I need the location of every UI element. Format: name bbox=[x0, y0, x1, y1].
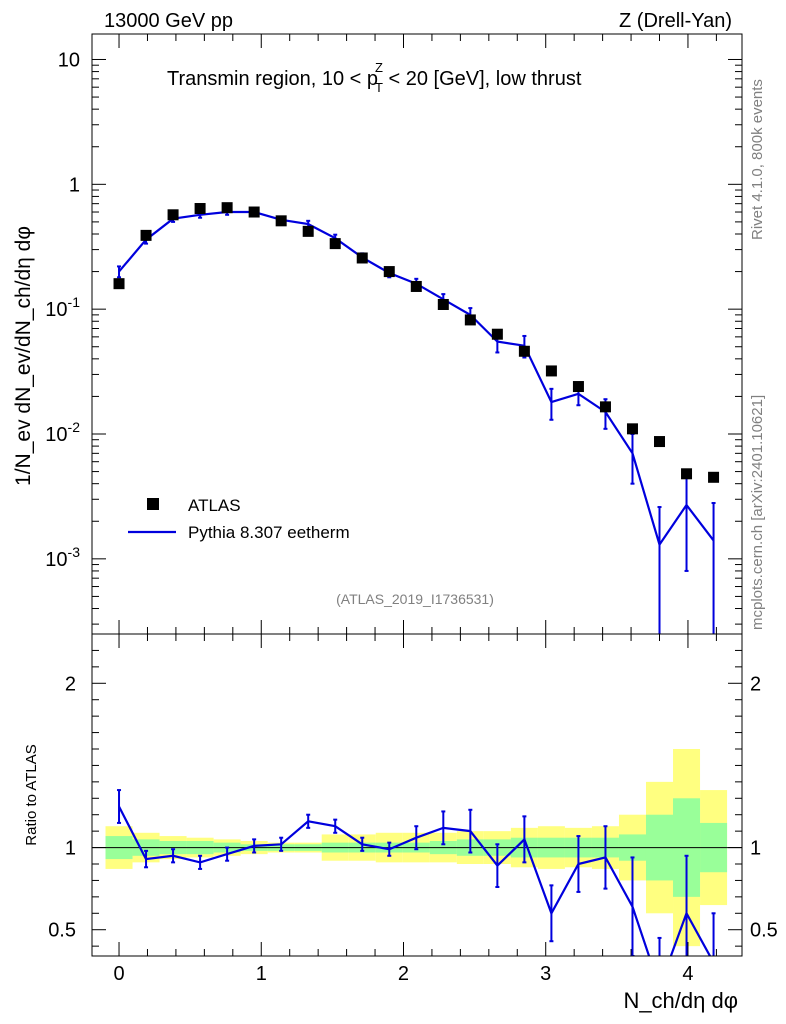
panel-title: Transmin region, 10 < pZ T < 20 [GeV], lo… bbox=[167, 60, 582, 95]
atlas-point bbox=[654, 436, 666, 448]
atlas-point bbox=[491, 328, 503, 340]
top-y-axis-label: 1/N_ev dN_ev/dN_ch/dη dφ bbox=[12, 226, 35, 486]
top-axis-ticks bbox=[92, 34, 742, 634]
atlas-point bbox=[410, 280, 422, 292]
top-frame bbox=[91, 33, 743, 635]
mc-line bbox=[118, 210, 715, 548]
panel-title-main: Transmin region, 10 < p bbox=[167, 68, 378, 90]
ratio-ytick-1: 1 bbox=[65, 838, 76, 860]
atlas-point bbox=[221, 202, 233, 214]
top-ytick-base: 10 bbox=[45, 549, 67, 571]
mc-series bbox=[117, 208, 716, 634]
process-label: Z (Drell-Yan) bbox=[619, 10, 732, 32]
atlas-point bbox=[572, 381, 584, 393]
xtick-1: 1 bbox=[256, 963, 267, 985]
legend-pythia-label: Pythia 8.307 eetherm bbox=[188, 523, 350, 542]
top-ytick-exp: -3 bbox=[68, 544, 81, 560]
atlas-point bbox=[383, 266, 395, 278]
atlas-point bbox=[194, 203, 206, 215]
atlas-point bbox=[302, 225, 314, 237]
top-ytick-label: 10 bbox=[58, 49, 80, 71]
ratio-mc-series bbox=[117, 789, 716, 956]
atlas-point bbox=[545, 365, 557, 377]
atlas-series bbox=[113, 202, 720, 483]
xtick-3: 3 bbox=[540, 963, 551, 985]
atlas-point bbox=[275, 215, 287, 227]
top-ytick-base: 10 bbox=[45, 299, 67, 321]
atlas-point bbox=[599, 401, 611, 413]
top-ytick-label: 1 bbox=[69, 174, 80, 196]
atlas-point bbox=[708, 471, 720, 483]
atlas-point bbox=[464, 314, 476, 326]
panel-title-rest: < 20 [GeV], low thrust bbox=[383, 68, 582, 90]
top-ytick-exp: -2 bbox=[68, 419, 81, 435]
panel-title-sub: T bbox=[375, 80, 383, 95]
atlas-point bbox=[167, 209, 179, 221]
atlas-point bbox=[248, 206, 260, 218]
top-ytick-base: 10 bbox=[45, 424, 67, 446]
rivet-label: Rivet 4.1.0, 800k events bbox=[749, 79, 766, 240]
panel-title-sup: Z bbox=[375, 60, 383, 75]
ratio-frame bbox=[91, 633, 743, 957]
atlas-point bbox=[681, 468, 693, 480]
atlas-point bbox=[356, 252, 368, 264]
x-axis-label: N_ch/dη dφ bbox=[623, 988, 738, 1013]
top-ytick-exp: -1 bbox=[68, 294, 81, 310]
atlas-point bbox=[518, 345, 530, 357]
ratio-ytick-right-2: 2 bbox=[750, 673, 761, 695]
legend-atlas-label: ATLAS bbox=[188, 496, 241, 515]
ratio-axis-ticks bbox=[92, 634, 742, 956]
top-ytick-base: 10 bbox=[58, 49, 80, 71]
ratio-y-axis-label: Ratio to ATLAS bbox=[23, 744, 40, 845]
legend-atlas-marker bbox=[147, 498, 159, 510]
top-ytick-label: 10-1 bbox=[45, 294, 80, 321]
ratio-ytick-right-1: 1 bbox=[750, 838, 761, 860]
xtick-2: 2 bbox=[398, 963, 409, 985]
top-ytick-label: 10-2 bbox=[45, 419, 80, 446]
ratio-ytick-0.5: 0.5 bbox=[48, 920, 76, 942]
atlas-point bbox=[140, 229, 152, 241]
atlas-point bbox=[329, 238, 341, 250]
xtick-4: 4 bbox=[682, 963, 693, 985]
ratio-ytick-right-0.5: 0.5 bbox=[750, 920, 778, 942]
xtick-0: 0 bbox=[113, 963, 124, 985]
atlas-point bbox=[113, 278, 125, 290]
energy-label: 13000 GeV pp bbox=[104, 10, 233, 32]
top-ytick-label: 10-3 bbox=[45, 544, 80, 571]
atlas-point bbox=[626, 423, 638, 435]
top-ytick-base: 1 bbox=[69, 174, 80, 196]
ratio-ytick-2: 2 bbox=[65, 673, 76, 695]
mcplots-label: mcplots.cern.ch [arXiv:2401.10621] bbox=[749, 395, 766, 630]
atlas-point bbox=[437, 298, 449, 310]
analysis-id: (ATLAS_2019_I1736531) bbox=[336, 591, 494, 607]
